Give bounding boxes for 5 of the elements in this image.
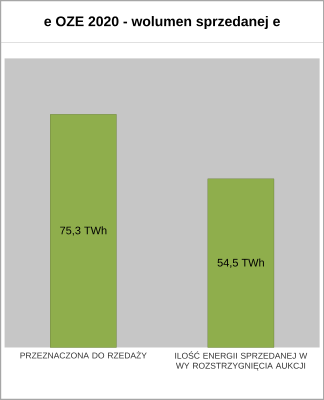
x-tick-label: PRZEZNACZONA DO RZEDAŻY	[20, 351, 147, 359]
data-label: 75,3 TWh	[60, 226, 106, 236]
x-tick-label: ILOŚĆ ENERGII SPRZEDANEJ W WY ROZSTRZYGNIĘCIA AUKCJI	[175, 351, 308, 370]
data-label: 54,5 TWh	[217, 258, 264, 268]
chart-title: e OZE 2020 - wolumen sprzedanej e	[44, 16, 280, 30]
